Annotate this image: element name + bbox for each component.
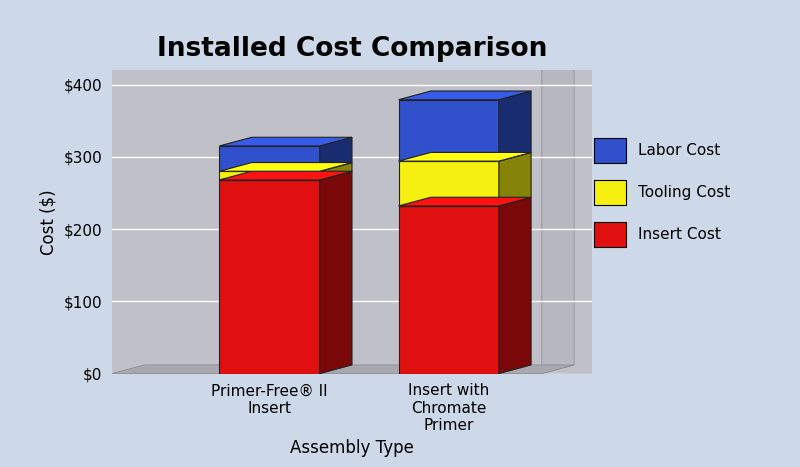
Polygon shape: [398, 206, 499, 374]
Polygon shape: [320, 171, 352, 374]
Polygon shape: [398, 91, 531, 99]
Polygon shape: [398, 152, 531, 161]
Polygon shape: [219, 146, 320, 171]
Polygon shape: [219, 171, 320, 180]
Text: Tooling Cost: Tooling Cost: [638, 185, 730, 200]
Polygon shape: [542, 61, 574, 374]
Polygon shape: [499, 152, 531, 206]
Y-axis label: Cost ($): Cost ($): [40, 189, 58, 255]
Polygon shape: [219, 180, 320, 374]
Title: Installed Cost Comparison: Installed Cost Comparison: [157, 36, 547, 62]
Polygon shape: [499, 197, 531, 374]
Polygon shape: [320, 137, 352, 171]
Polygon shape: [594, 138, 626, 163]
Polygon shape: [219, 137, 352, 146]
X-axis label: Assembly Type: Assembly Type: [290, 439, 414, 457]
Polygon shape: [594, 222, 626, 247]
Text: Labor Cost: Labor Cost: [638, 143, 720, 158]
Polygon shape: [594, 180, 626, 205]
Polygon shape: [219, 163, 352, 171]
Polygon shape: [320, 163, 352, 180]
Polygon shape: [398, 99, 499, 161]
Polygon shape: [499, 91, 531, 161]
Polygon shape: [398, 197, 531, 206]
Polygon shape: [219, 171, 352, 180]
Polygon shape: [398, 161, 499, 206]
Polygon shape: [112, 365, 574, 374]
Text: Insert Cost: Insert Cost: [638, 227, 721, 242]
